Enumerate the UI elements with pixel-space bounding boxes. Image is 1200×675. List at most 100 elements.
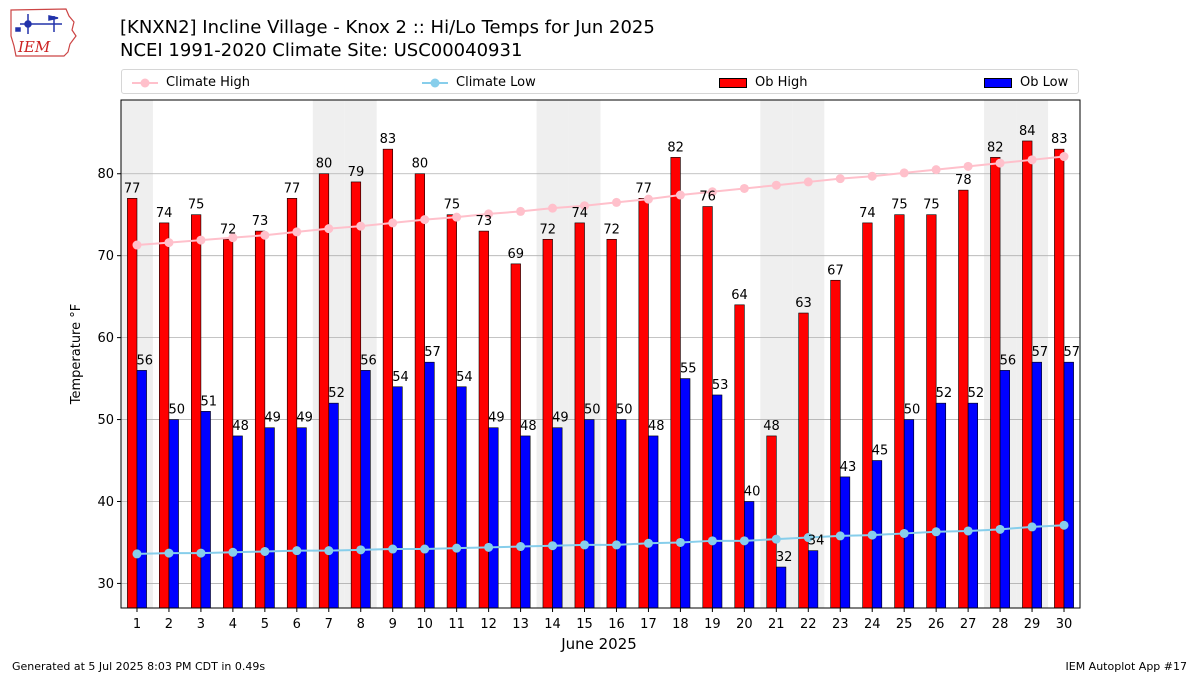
ob-low-bar-swatch — [984, 77, 1012, 88]
ob-low-bar — [616, 419, 627, 609]
ob-high-data-label: 77 — [284, 181, 301, 196]
ob-high-data-label: 84 — [1019, 124, 1036, 139]
y-tick-label: 50 — [97, 413, 114, 428]
climate-low-point — [867, 530, 877, 540]
ob-high-data-label: 73 — [476, 214, 493, 229]
ob-high-data-label: 74 — [859, 206, 876, 221]
climate-high-point — [995, 158, 1005, 168]
ob-high-data-label: 80 — [316, 157, 333, 172]
climate-low-line-swatch — [422, 78, 448, 87]
ob-low-bar — [648, 435, 659, 609]
ob-high-data-label: 74 — [571, 206, 588, 221]
climate-low-point — [388, 544, 398, 554]
ob-high-bar — [702, 206, 713, 609]
ob-low-data-label: 45 — [872, 444, 889, 459]
climate-low-point — [643, 538, 653, 548]
ob-high-bar — [127, 198, 138, 609]
x-tick-label: 5 — [261, 617, 269, 632]
ob-high-data-label: 77 — [635, 181, 652, 196]
legend-label: Climate Low — [456, 75, 536, 90]
y-tick-label: 70 — [97, 249, 114, 264]
y-tick-label: 30 — [97, 577, 114, 592]
ob-low-data-label: 49 — [296, 411, 313, 426]
climate-low-point — [260, 546, 270, 556]
ob-low-data-label: 56 — [137, 353, 154, 368]
ob-high-data-label: 74 — [156, 206, 173, 221]
climate-low-point — [580, 540, 590, 550]
climate-high-point — [739, 183, 749, 193]
iem-logo: IEM — [10, 8, 77, 57]
ob-low-data-label: 40 — [744, 484, 761, 499]
ob-high-data-label: 69 — [508, 247, 525, 262]
climate-high-point — [164, 238, 174, 248]
ob-low-data-label: 52 — [328, 386, 345, 401]
ob-low-data-label: 43 — [840, 460, 857, 475]
x-tick-label: 15 — [576, 617, 593, 632]
ob-high-bar — [1022, 140, 1033, 609]
ob-high-data-label: 83 — [380, 132, 397, 147]
gridlines — [121, 173, 1080, 584]
ob-low-data-label: 56 — [1000, 353, 1017, 368]
y-tick-label: 40 — [97, 495, 114, 510]
ob-low-bar — [360, 370, 371, 609]
ob-low-bar — [1063, 361, 1074, 609]
ob-low-data-label: 50 — [584, 403, 601, 418]
climate-high-point — [292, 227, 302, 237]
ob-high-data-label: 77 — [124, 181, 141, 196]
climate-high-point — [611, 197, 621, 207]
ob-high-bar — [798, 312, 809, 609]
x-tick-label: 11 — [448, 617, 465, 632]
ob-low-data-label: 52 — [936, 386, 953, 401]
ob-low-bar — [744, 501, 755, 609]
climate-high-point — [803, 177, 813, 187]
climate-low-point — [292, 546, 302, 556]
ob-low-data-label: 49 — [264, 411, 281, 426]
climate-low-point — [548, 541, 558, 551]
ob-low-data-label: 56 — [360, 353, 377, 368]
ob-low-data-label: 48 — [232, 419, 249, 434]
legend-item-ob-low: Ob Low — [984, 70, 1068, 95]
ob-low-data-label: 48 — [520, 419, 537, 434]
climate-high-point — [835, 174, 845, 184]
climate-low-point — [739, 536, 749, 546]
ob-high-data-label: 83 — [1051, 132, 1068, 147]
climate-high-point — [899, 168, 909, 178]
ob-low-bar — [168, 419, 179, 609]
ob-high-data-label: 80 — [412, 157, 429, 172]
ob-low-data-label: 32 — [776, 550, 793, 565]
x-tick-label: 10 — [416, 617, 433, 632]
climate-high-line — [136, 155, 1065, 247]
climate-low-point — [420, 544, 430, 554]
x-tick-label: 12 — [480, 617, 497, 632]
ob-high-data-label: 48 — [763, 419, 780, 434]
ob-low-bar — [296, 427, 307, 609]
climate-high-point — [580, 201, 590, 211]
ob-high-data-label: 72 — [220, 222, 237, 237]
ob-high-bar — [862, 222, 873, 609]
ob-low-data-label: 49 — [552, 411, 569, 426]
ob-high-data-label: 73 — [252, 214, 269, 229]
ob-high-data-label: 64 — [731, 288, 748, 303]
ob-high-bar — [766, 435, 777, 609]
y-tick-label: 80 — [97, 167, 114, 182]
climate-high-point — [324, 224, 334, 234]
climate-low-point — [771, 534, 781, 544]
climate-low-point — [675, 537, 685, 547]
climate-low-point — [899, 528, 909, 538]
ob-low-bar — [392, 386, 403, 609]
ob-high-bar — [350, 181, 362, 609]
ob-low-data-label: 52 — [968, 386, 985, 401]
climate-high-point — [260, 230, 270, 240]
climate-high-point — [867, 171, 877, 181]
climate-high-point — [420, 215, 430, 225]
ob-low-data-label: 57 — [424, 345, 441, 360]
y-tick-label: 60 — [97, 331, 114, 346]
climate-high-point — [675, 190, 685, 200]
ob-low-data-label: 50 — [168, 403, 185, 418]
ob-high-bar — [1054, 148, 1065, 609]
ob-low-data-label: 50 — [904, 403, 921, 418]
climate-low-point — [611, 540, 621, 550]
climate-high-point — [643, 194, 653, 204]
climate-high-point — [771, 180, 781, 190]
ob-low-bar — [232, 435, 243, 609]
